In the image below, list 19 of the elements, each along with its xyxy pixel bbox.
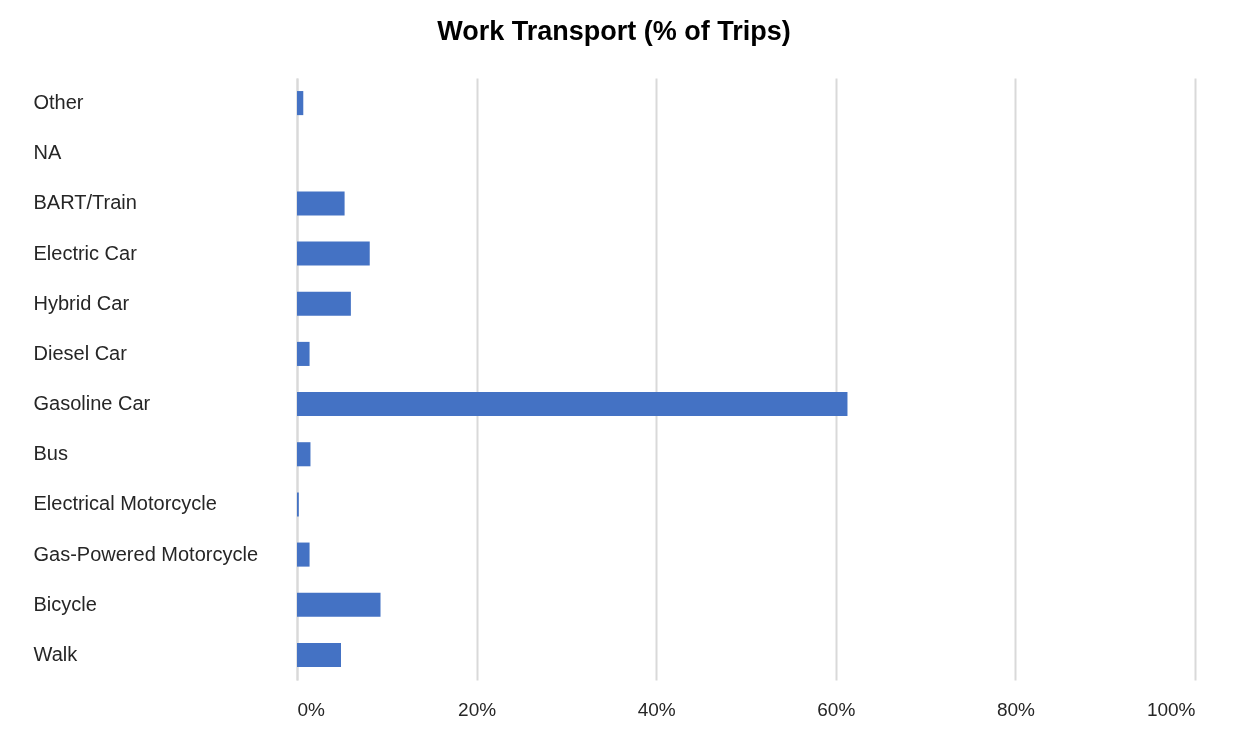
- y-tick-label: Gasoline Car: [33, 392, 151, 415]
- y-tick-label: NA: [33, 141, 62, 164]
- y-tick-label: Walk: [33, 642, 79, 665]
- x-tick-label: 0%: [297, 698, 326, 720]
- chart-title: Work Transport (% of Trips): [437, 16, 791, 46]
- y-tick-label: Electric Car: [33, 241, 138, 264]
- y-tick-label: Other: [33, 91, 84, 114]
- x-tick-label: 60%: [817, 698, 856, 720]
- y-tick-label: Electrical Motorcycle: [33, 492, 217, 515]
- y-tick-label: Bus: [33, 442, 68, 465]
- x-tick-label: 20%: [458, 698, 497, 720]
- y-tick-label: Gas-Powered Motorcycle: [33, 542, 259, 565]
- y-tick-label: Hybrid Car: [33, 291, 130, 314]
- y-tick-label: Bicycle: [33, 592, 97, 615]
- y-tick-label: BART/Train: [33, 191, 137, 214]
- x-tick-label: 80%: [996, 698, 1036, 720]
- x-tick-label: 100%: [1146, 698, 1196, 720]
- x-tick-label: 40%: [637, 698, 676, 720]
- y-tick-label: Diesel Car: [33, 341, 128, 364]
